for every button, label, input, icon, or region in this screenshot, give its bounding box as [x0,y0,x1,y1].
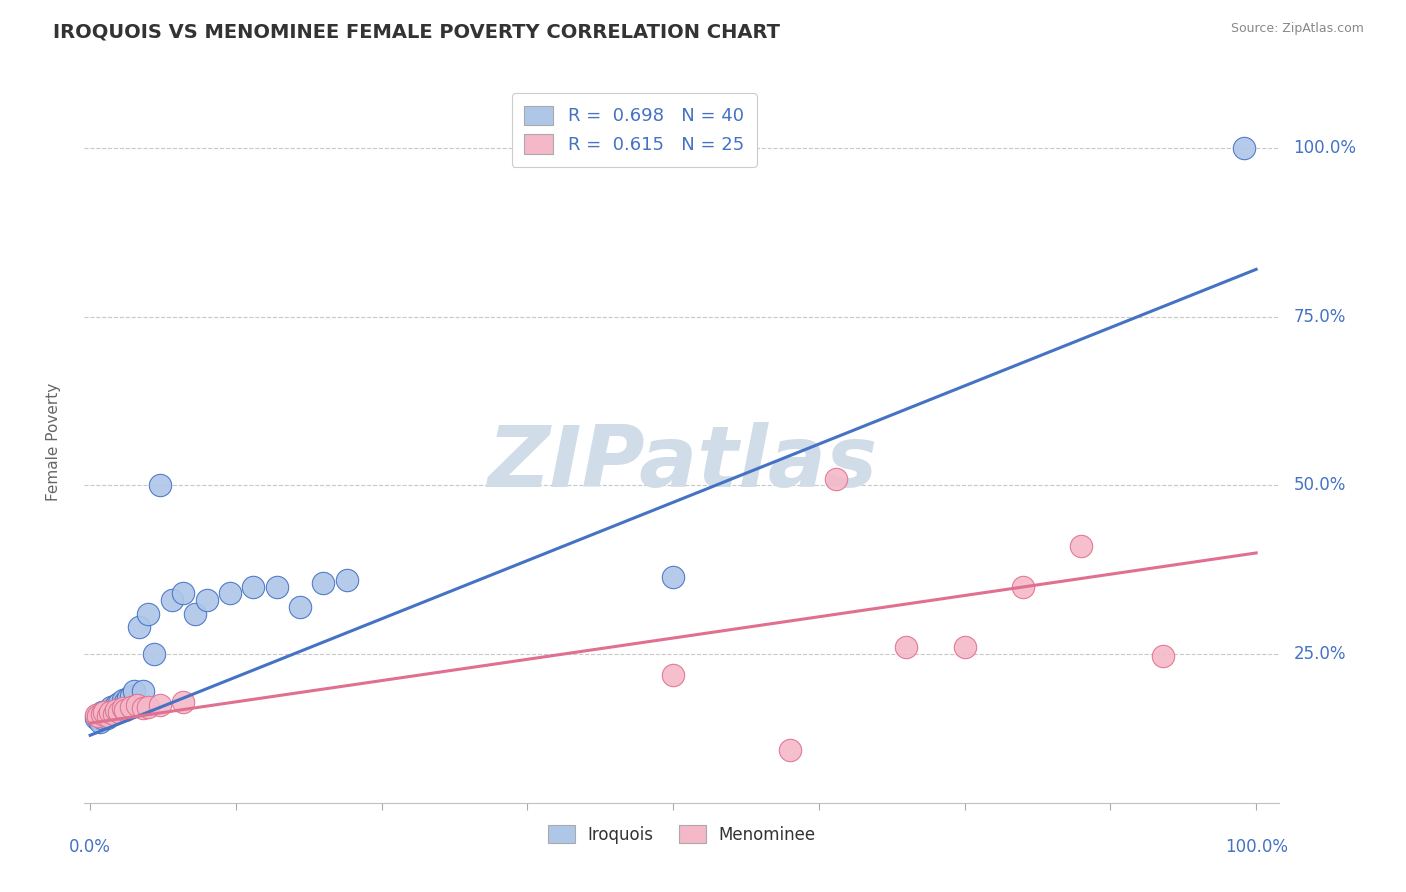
Point [138,700,160,714]
Text: IROQUOIS VS MENOMINEE FEMALE POVERTY CORRELATION CHART: IROQUOIS VS MENOMINEE FEMALE POVERTY COR… [53,22,780,41]
Legend: Iroquois, Menominee: Iroquois, Menominee [540,817,824,852]
Point [172,694,194,708]
Point [662,569,685,583]
Point [149,478,172,492]
Point [108,705,131,719]
Text: 100.0%: 100.0% [1225,838,1288,855]
Point [93,709,115,723]
Point [1233,141,1256,155]
Point [97,703,120,717]
Text: 100.0%: 100.0% [1294,139,1357,157]
Point [108,696,131,710]
Point [953,640,976,655]
Point [184,607,207,621]
Point [195,593,218,607]
Point [91,708,114,723]
Point [242,580,264,594]
Point [103,705,125,719]
Point [84,708,107,723]
Text: ZIPatlas: ZIPatlas [486,422,877,505]
Point [219,586,242,600]
Point [120,700,142,714]
Point [149,698,172,712]
Point [114,694,136,708]
Point [1070,539,1092,553]
Point [312,576,335,591]
Point [111,701,134,715]
Point [103,706,125,721]
Point [131,684,153,698]
Point [662,667,685,681]
Point [94,706,117,721]
Text: 0.0%: 0.0% [69,838,111,855]
Point [104,698,127,712]
Point [97,709,120,723]
Point [266,580,288,594]
Point [87,711,110,725]
Point [160,593,183,607]
Point [90,705,112,719]
Point [779,743,801,757]
Point [288,599,311,614]
Text: 50.0%: 50.0% [1294,476,1346,494]
Point [143,647,166,661]
Point [117,691,139,706]
Point [93,705,115,719]
Point [104,703,127,717]
Point [90,711,112,725]
Point [896,640,918,655]
Text: Source: ZipAtlas.com: Source: ZipAtlas.com [1230,22,1364,36]
Point [84,711,107,725]
Point [128,620,150,634]
Point [825,472,848,486]
Point [111,693,134,707]
Point [98,705,121,719]
Point [90,709,112,723]
Point [86,708,108,723]
Point [124,684,146,698]
Text: 25.0%: 25.0% [1294,645,1346,664]
Point [172,586,194,600]
Point [1012,580,1035,594]
Text: 75.0%: 75.0% [1294,308,1346,326]
Point [96,711,118,725]
Point [89,714,111,729]
Point [120,689,142,703]
Point [1152,648,1174,663]
Point [87,709,110,723]
Point [90,706,112,721]
Point [138,607,160,621]
Point [114,703,136,717]
Y-axis label: Female Poverty: Female Poverty [46,383,60,500]
Point [98,708,121,723]
Point [131,701,153,715]
Point [125,698,148,712]
Point [100,700,122,714]
Point [97,709,120,723]
Point [336,573,359,587]
